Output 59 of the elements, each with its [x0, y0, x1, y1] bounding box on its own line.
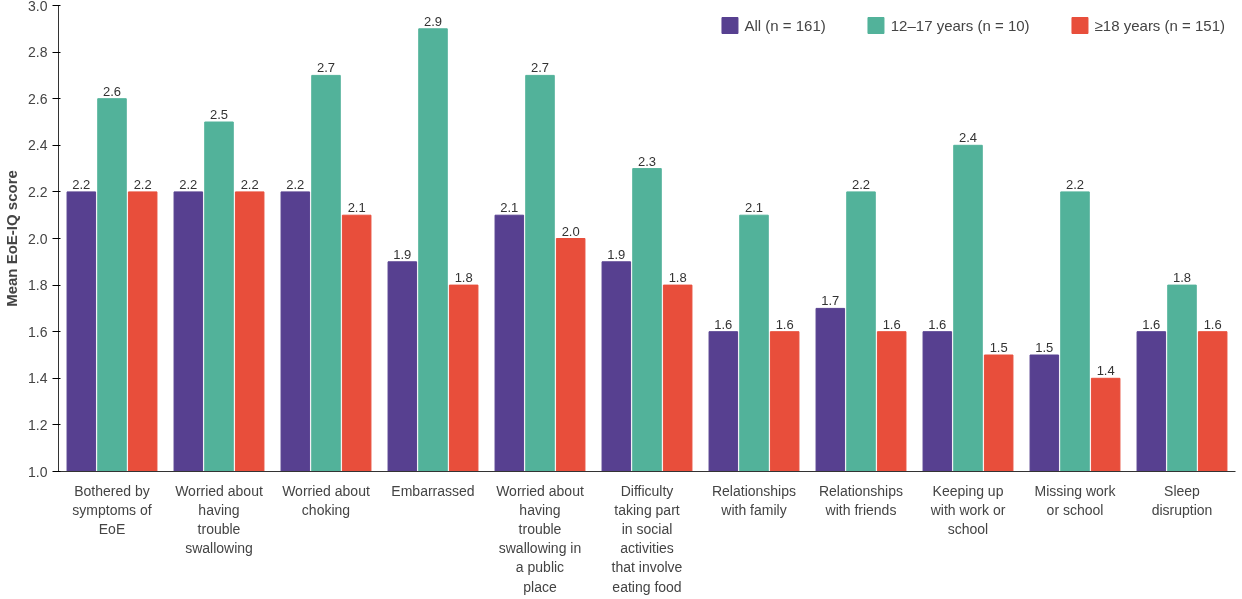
x-tick-label: Worried about having trouble swallowing in a public place	[496, 482, 584, 595]
data-label: 1.6	[775, 316, 794, 332]
y-tick-label: 3.0	[28, 0, 48, 14]
data-label: 1.8	[454, 270, 473, 286]
x-tick-label: Worried about having trouble swallowing	[175, 482, 263, 557]
data-label: 1.9	[393, 246, 412, 262]
data-label: 1.6	[1203, 316, 1222, 332]
data-label: 2.3	[637, 153, 657, 169]
data-label: 1.4	[1096, 363, 1115, 379]
data-label: 1.8	[1172, 270, 1192, 286]
y-tick-label: 2.8	[28, 44, 48, 61]
x-tick-label: Embarrassed	[391, 482, 475, 499]
data-label: 2.2	[72, 176, 91, 192]
data-label: 2.7	[530, 60, 550, 76]
data-label: 1.8	[668, 270, 687, 286]
y-tick-label: 1.2	[28, 416, 48, 433]
y-tick-label: 1.4	[28, 370, 48, 387]
x-tick-label: Worried about choking	[282, 482, 370, 518]
y-tick-label: 1.8	[28, 277, 48, 294]
data-label: 2.1	[500, 200, 519, 216]
x-tick-label: Keeping up with work or school	[929, 482, 1006, 537]
data-label: 2.2	[240, 176, 259, 192]
data-label: 2.2	[851, 176, 871, 192]
data-label: 2.2	[1065, 176, 1085, 192]
data-label: 2.4	[958, 130, 978, 146]
x-tick-label: Difficulty taking part in social activities that involve eating food	[611, 482, 683, 595]
data-label: 1.5	[989, 340, 1008, 355]
legend-label: ≥18 years (n = 151)	[1094, 16, 1225, 34]
data-label: 2.1	[744, 200, 764, 216]
x-tick-label: Bothered by symptoms of EoE	[72, 482, 152, 537]
data-label: 1.5	[1035, 340, 1054, 355]
data-label: 2.7	[316, 60, 336, 76]
data-label: 1.7	[821, 293, 840, 309]
data-label: 1.6	[714, 316, 733, 332]
x-tick-label: Sleep disruption	[1151, 482, 1213, 518]
data-label: 2.2	[179, 176, 198, 192]
y-tick-label: 2.4	[28, 137, 48, 154]
y-axis-title: Mean EoE-IQ score	[3, 170, 21, 307]
data-label: 2.5	[209, 107, 229, 122]
x-tick-label: Relationships with family	[711, 482, 797, 518]
y-tick-label: 2.6	[28, 90, 48, 107]
x-tick-label: Missing work or school	[1034, 482, 1117, 518]
legend-label: 12–17 years (n = 10)	[890, 16, 1030, 34]
legend-label: All (n = 161)	[744, 16, 826, 34]
data-label: 1.6	[928, 316, 947, 332]
data-label: 2.9	[423, 13, 443, 29]
y-tick-label: 1.6	[28, 323, 48, 340]
y-tick-label: 1.0	[28, 463, 48, 480]
x-tick-label: Relationships with friends	[818, 482, 904, 518]
y-tick-label: 2.2	[28, 183, 48, 200]
data-label: 2.2	[133, 176, 152, 192]
data-label: 1.6	[1142, 316, 1161, 332]
data-label: 2.1	[347, 200, 366, 216]
data-label: 2.0	[561, 223, 580, 239]
y-tick-label: 2.0	[28, 230, 48, 247]
data-label: 2.2	[286, 176, 305, 192]
data-label: 1.6	[882, 316, 901, 332]
data-label: 2.6	[102, 83, 122, 99]
data-label: 1.9	[607, 246, 626, 262]
